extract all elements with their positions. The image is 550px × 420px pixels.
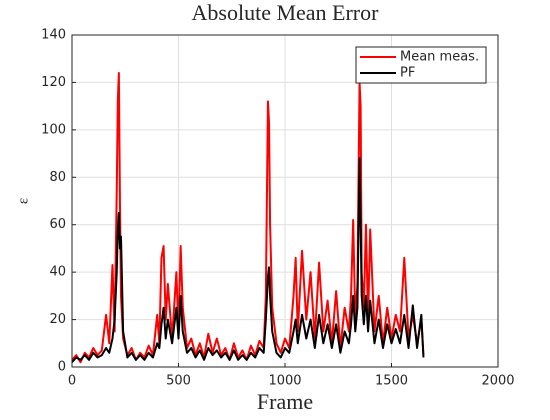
axes-box — [71, 34, 499, 368]
legend-label: PF — [400, 66, 415, 81]
y-tick-label: 40 — [49, 265, 66, 280]
y-tick-label: 140 — [41, 28, 66, 43]
y-tick-label: 20 — [49, 312, 66, 327]
x-tick-label: 1500 — [375, 374, 408, 389]
x-axis-label: Frame — [257, 389, 313, 414]
legend-label: Mean meas. — [400, 50, 479, 65]
legend-box — [355, 46, 487, 84]
x-tick-label: 0 — [68, 374, 76, 389]
series-line — [71, 157, 425, 363]
y-tick-label: 0 — [58, 360, 66, 375]
y-tick-label: 80 — [49, 170, 66, 185]
y-axis-label: ε — [15, 198, 31, 204]
x-tick-label: 1000 — [268, 374, 301, 389]
y-tick-label: 60 — [49, 217, 66, 232]
chart-title: Absolute Mean Error — [192, 0, 380, 25]
y-tick-label: 120 — [41, 75, 66, 90]
y-tick-label: 100 — [41, 122, 66, 137]
x-tick-label: 500 — [166, 374, 191, 389]
x-tick-label: 2000 — [481, 374, 514, 389]
